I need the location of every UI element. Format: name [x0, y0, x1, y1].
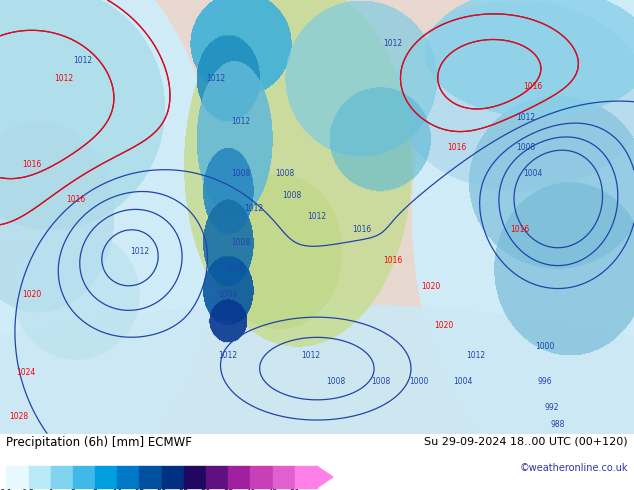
Text: 1016: 1016 [523, 82, 542, 91]
Bar [228, 466, 250, 488]
Bar [29, 466, 51, 488]
Text: 1012: 1012 [219, 351, 238, 360]
Text: 1016: 1016 [352, 225, 371, 234]
Bar [206, 466, 228, 488]
Text: 1016: 1016 [22, 160, 41, 169]
Text: 1012: 1012 [244, 204, 263, 213]
Text: 1012: 1012 [466, 351, 485, 360]
Text: 1024: 1024 [16, 368, 35, 377]
Text: 1016: 1016 [447, 143, 466, 152]
Text: 1008: 1008 [282, 191, 301, 199]
Text: 1004: 1004 [219, 291, 238, 299]
Text: 1012: 1012 [130, 247, 149, 256]
Text: 1008: 1008 [231, 238, 250, 247]
Text: 988: 988 [551, 420, 565, 429]
Text: Su 29-09-2024 18..00 UTC (00+120): Su 29-09-2024 18..00 UTC (00+120) [424, 437, 628, 446]
Bar [117, 466, 139, 488]
Text: 1008: 1008 [327, 377, 346, 386]
Text: 1000: 1000 [536, 343, 555, 351]
Bar [6, 466, 29, 488]
Text: 1008: 1008 [371, 377, 390, 386]
Text: 1016: 1016 [384, 256, 403, 265]
Bar [184, 466, 206, 488]
Text: 1000: 1000 [212, 321, 231, 330]
Text: 1028: 1028 [10, 412, 29, 421]
Text: 1020: 1020 [22, 291, 41, 299]
Bar [139, 466, 162, 488]
Bar [95, 466, 117, 488]
Bar [51, 466, 73, 488]
Text: 1012: 1012 [301, 351, 320, 360]
Text: 1008: 1008 [276, 169, 295, 178]
Text: 1012: 1012 [206, 74, 225, 82]
Bar [162, 466, 184, 488]
Text: 1016: 1016 [510, 225, 529, 234]
Text: 1020: 1020 [434, 321, 453, 330]
Text: ©weatheronline.co.uk: ©weatheronline.co.uk [519, 463, 628, 473]
Text: 1008: 1008 [225, 265, 244, 273]
Text: 1020: 1020 [422, 282, 441, 291]
Text: 992: 992 [545, 403, 559, 412]
Text: 1016: 1016 [67, 195, 86, 204]
Text: 1004: 1004 [453, 377, 472, 386]
Text: 1012: 1012 [54, 74, 73, 82]
Text: 1008: 1008 [231, 169, 250, 178]
Text: 1012: 1012 [73, 56, 92, 65]
Text: 1000: 1000 [409, 377, 428, 386]
Text: 1012: 1012 [231, 117, 250, 126]
Bar [273, 466, 295, 488]
Text: 1012: 1012 [517, 113, 536, 122]
Text: 1012: 1012 [384, 39, 403, 48]
Bar [250, 466, 273, 488]
Polygon shape [317, 466, 333, 488]
Text: 1008: 1008 [517, 143, 536, 152]
Text: 1012: 1012 [307, 212, 327, 221]
Text: 996: 996 [538, 377, 553, 386]
Text: Precipitation (6h) [mm] ECMWF: Precipitation (6h) [mm] ECMWF [6, 437, 192, 449]
Bar [295, 466, 317, 488]
Text: 1004: 1004 [523, 169, 542, 178]
Bar [73, 466, 95, 488]
